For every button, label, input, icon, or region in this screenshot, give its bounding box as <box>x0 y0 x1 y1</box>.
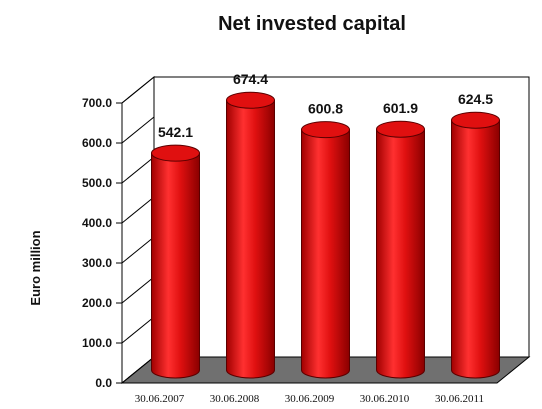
x-tick-label: 30.06.2007 <box>135 393 185 405</box>
y-tick-label: 400.0 <box>82 216 112 230</box>
side-wall <box>121 75 155 385</box>
y-tick-depth-line <box>121 76 155 104</box>
y-tick-label: 200.0 <box>82 296 112 310</box>
bar-top <box>301 121 350 139</box>
bar: 601.9 <box>376 100 425 379</box>
y-tick-label: 0.0 <box>95 376 112 390</box>
bar-body <box>301 129 350 379</box>
y-tick-depth-line <box>121 156 155 184</box>
y-tick-depth-line <box>121 316 155 344</box>
bar: 624.5 <box>451 91 500 379</box>
bar-series: 542.1 674.4 600.8 601.9 624.5 <box>151 71 500 379</box>
x-tick-label: 30.06.2010 <box>360 393 410 405</box>
y-axis-label: Euro million <box>28 230 43 305</box>
x-axis-ticks: 30.06.2007 30.06.2008 30.06.2009 30.06.2010… <box>135 393 484 405</box>
bar-value-label: 542.1 <box>158 124 193 140</box>
bar-body <box>376 128 425 379</box>
x-tick-label: 30.06.2008 <box>210 393 260 405</box>
bar-top <box>451 111 500 129</box>
bar-value-label: 600.8 <box>308 101 343 117</box>
y-tick-label: 700.0 <box>82 96 112 110</box>
x-tick-label: 30.06.2011 <box>435 393 484 405</box>
bar-value-label: 674.4 <box>233 71 268 87</box>
bar: 600.8 <box>301 101 350 379</box>
y-tick-label: 100.0 <box>82 336 112 350</box>
x-tick-label: 30.06.2009 <box>285 393 335 405</box>
y-axis-ticks: 0.0 100.0 200.0 300.0 400.0 500.0 600.0 700.0 <box>82 76 155 390</box>
y-tick-depth-line <box>121 116 155 144</box>
bar-top <box>151 144 200 162</box>
bar-value-label: 624.5 <box>458 91 493 107</box>
chart-title: Net invested capital <box>218 13 406 35</box>
y-tick-label: 600.0 <box>82 136 112 150</box>
bar: 542.1 <box>151 124 200 379</box>
y-tick-depth-line <box>121 276 155 304</box>
bar-top <box>376 120 425 138</box>
bar-body <box>226 99 275 379</box>
bar-value-label: 601.9 <box>383 100 418 116</box>
bar-top <box>226 91 275 109</box>
bar: 674.4 <box>226 71 275 379</box>
y-tick-depth-line <box>121 356 155 384</box>
y-tick-depth-line <box>121 196 155 224</box>
bar-body <box>151 152 200 379</box>
bar-body <box>451 119 500 379</box>
y-tick-depth-line <box>121 236 155 264</box>
y-tick-label: 500.0 <box>82 176 112 190</box>
y-tick-label: 300.0 <box>82 256 112 270</box>
